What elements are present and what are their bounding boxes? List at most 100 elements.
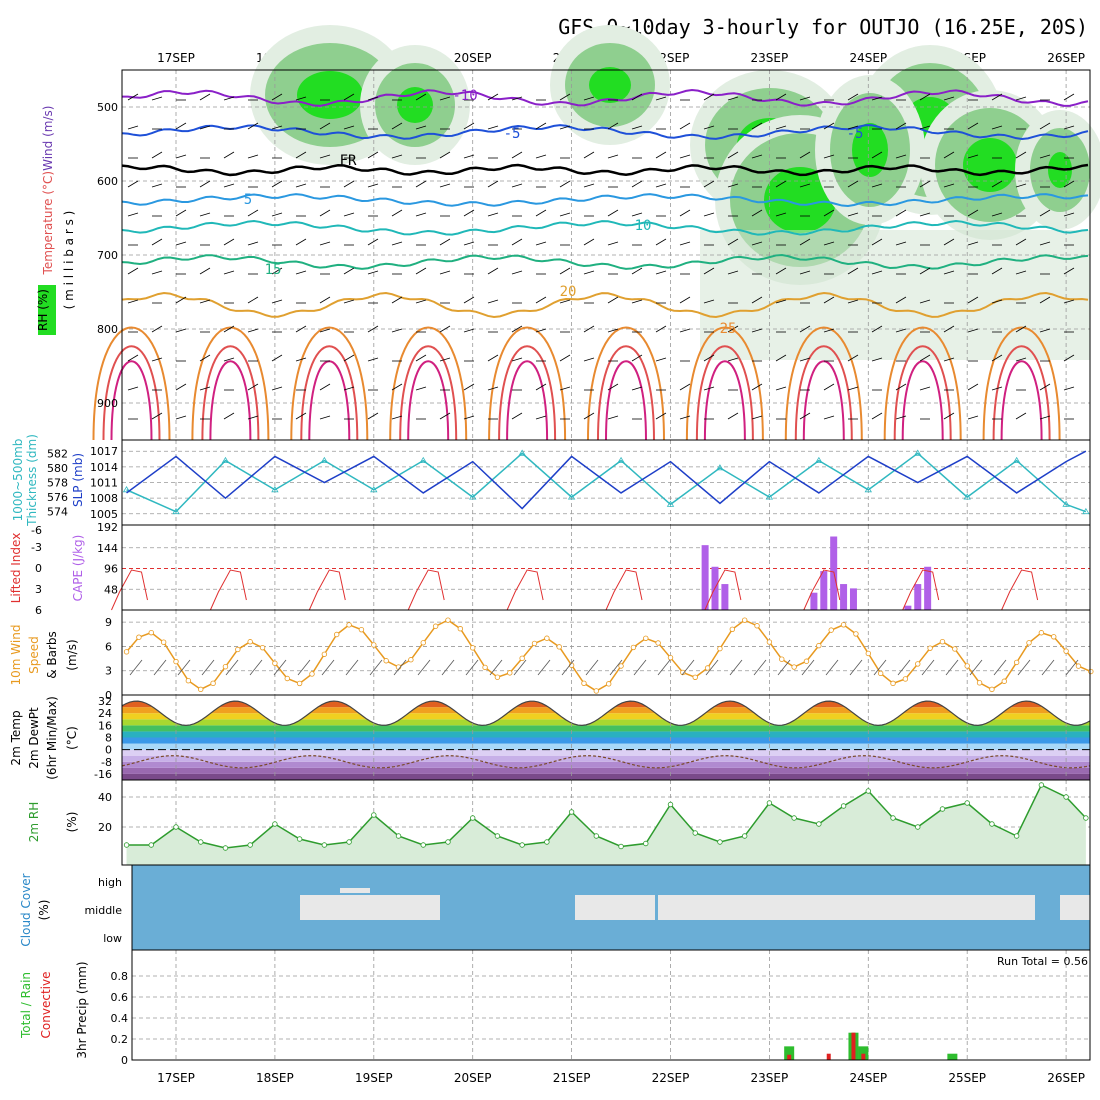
wind-barb-10-21: [631, 386, 643, 391]
wind-speed-point-42: [643, 635, 649, 641]
contour-20: [121, 292, 1089, 318]
wind-10m-barb-28: [801, 659, 815, 676]
wind-barb-0-22: [655, 96, 667, 101]
wind-barb-7-2: [175, 296, 187, 304]
thickness-point-14: [815, 456, 823, 463]
wind-barb-6-21: [631, 267, 643, 275]
wind-barb-0-16: [511, 96, 523, 101]
temp-band-4: [122, 749, 1090, 756]
wind-barb-0-0: [127, 93, 139, 101]
rh-point-5: [247, 842, 253, 848]
wind-barb-7-26: [751, 296, 763, 304]
plume-0-2: [110, 360, 153, 441]
wind-barb-5-19: [583, 238, 595, 246]
wind-barb-3-25: [727, 183, 739, 188]
thickness-tick-3: 576: [47, 491, 68, 504]
wind-10m-barb-6: [273, 659, 287, 676]
wind-barb-4-5: [247, 209, 259, 217]
wind-speed-point-78: [1088, 668, 1094, 675]
wind-barb-5-29: [823, 241, 835, 246]
wind-barb-6-36: [991, 267, 1003, 275]
wind-barb-0-7: [295, 96, 307, 101]
rh-point-17: [544, 839, 550, 845]
rh-point-16: [519, 842, 525, 848]
wind-barb-4-36: [991, 212, 1003, 217]
plume-7-0: [784, 326, 863, 441]
wind-barb-10-27: [775, 386, 787, 391]
wind-barb-8-16: [511, 325, 523, 333]
cape-tick-0: 192: [97, 521, 118, 534]
wind-barb-0-34: [943, 96, 955, 101]
wind-barb-9-1: [151, 357, 163, 362]
date-bottom-4: 21SEP: [553, 1071, 591, 1085]
wind-barb-6-13: [439, 270, 451, 275]
rh-point-19: [593, 833, 600, 839]
thickness-point-1: [172, 507, 180, 515]
wind-barb-3-21: [631, 180, 643, 188]
wind-10m-barb-24: [705, 659, 719, 676]
wind-barb-9-28: [799, 357, 811, 362]
wind-barb-0-12: [415, 93, 427, 101]
rh-point-13: [445, 839, 451, 845]
wind-barb-11-37: [1015, 412, 1027, 420]
wind-barb-11-1: [151, 412, 163, 420]
wind-barb-9-21: [631, 354, 643, 362]
rh-point-32: [915, 824, 921, 830]
wind-barb-0-37: [1015, 96, 1027, 101]
cape-tick-1: 144: [97, 542, 118, 555]
wind-barb-3-24: [703, 180, 715, 188]
cloud-high-0: [340, 888, 370, 893]
li-curve-5: [605, 569, 643, 611]
wind-speed-point-16: [321, 651, 328, 657]
wind-10m-barb-31: [873, 659, 887, 676]
precip-conv-bar-1: [826, 1053, 831, 1060]
wind-10m-barb-2: [177, 659, 191, 676]
li-tick-3: 3: [35, 583, 42, 596]
contour-freezing: [121, 163, 1089, 177]
plume-6-2: [703, 360, 746, 441]
rh-point-11: [395, 833, 402, 839]
wind-barb-10-20: [607, 383, 619, 391]
wind-barb-4-38: [1039, 209, 1051, 217]
wind-10m-barb-37: [1017, 659, 1031, 676]
plume-8-1: [893, 345, 952, 441]
wind-barb-11-19: [583, 412, 595, 420]
wind-barb-10-17: [535, 383, 547, 391]
precip-label-a: 3hr Precip (mm): [75, 961, 89, 1058]
rh-point-30: [865, 788, 871, 794]
plume-4-0: [488, 326, 567, 441]
wind-barb-1-0: [127, 125, 139, 130]
wind-speed-point-13: [284, 675, 290, 682]
wind-speed-point-44: [667, 654, 674, 661]
wind-speed-point-10: [247, 639, 253, 645]
wind-speed-point-35: [556, 644, 562, 650]
wind-barb-8-19: [583, 325, 595, 333]
thickness-point-15: [864, 486, 873, 493]
wind-barb-1-18: [559, 125, 571, 130]
wind-speed-point-72: [1013, 659, 1020, 666]
wind-barb-7-33: [919, 299, 931, 304]
temp-tick-1: 24: [98, 707, 112, 720]
wind-barb-3-12: [415, 180, 427, 188]
wind-speed-point-53: [779, 656, 785, 662]
date-top-7: 24SEP: [849, 51, 887, 65]
wind-barb-0-36: [991, 93, 1003, 101]
precip-tick-4: 0: [121, 1054, 128, 1067]
wind-speed-point-25: [432, 623, 439, 629]
wind-barb-10-36: [991, 386, 1003, 391]
wind-barb-4-0: [127, 212, 139, 217]
wind-10m-barb-1: [153, 659, 167, 676]
wind-barb-11-8: [319, 415, 331, 420]
wind-barb-2-29: [823, 154, 835, 159]
wind-barb-5-25: [727, 238, 739, 246]
precip-label-c: Convective: [39, 972, 53, 1039]
cloud-block-0: [300, 895, 440, 920]
wind-barb-6-28: [799, 270, 811, 275]
wind-barb-7-27: [775, 299, 787, 304]
wind-barb-1-20: [607, 122, 619, 130]
wind-barb-9-4: [223, 357, 235, 362]
precip-total-bar-3: [858, 1046, 869, 1060]
wind-barb-3-10: [367, 183, 379, 188]
cape-bar-3: [810, 592, 818, 610]
wind-speed-point-65: [927, 645, 933, 651]
